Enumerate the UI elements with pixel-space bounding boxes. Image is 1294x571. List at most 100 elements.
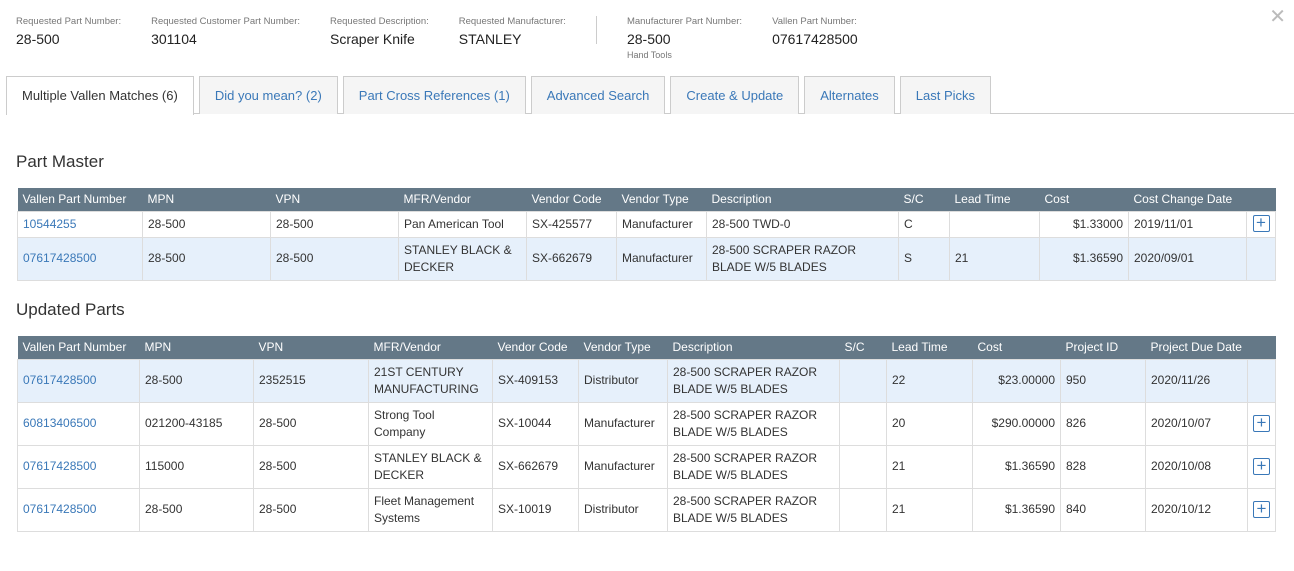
column-header-actions xyxy=(1247,336,1276,359)
field-value: 07617428500 xyxy=(772,31,858,47)
table-cell: 28-500 xyxy=(142,210,271,238)
field-label: Vallen Part Number: xyxy=(772,16,857,27)
table-cell: 28-500 xyxy=(270,236,399,281)
column-header[interactable]: Project ID xyxy=(1060,336,1146,359)
summary-field: Manufacturer Part Number: 28-500 Hand Tool… xyxy=(627,16,742,60)
updated-parts-table: Vallen Part Number MPN VPN MFR/Vendor Vendor… xyxy=(17,336,1276,532)
table-row: 60813406500 021200-43185 28-500 Strong Tool… xyxy=(17,401,1276,446)
column-header[interactable]: Vendor Code xyxy=(492,336,579,359)
part-number-link[interactable]: 10544255 xyxy=(23,216,77,231)
table-cell: 021200-43185 xyxy=(139,401,254,446)
table-cell: Distributor xyxy=(578,358,668,403)
column-header[interactable]: Vallen Part Number xyxy=(17,336,140,359)
table-cell: 2019/11/01 xyxy=(1128,210,1247,238)
table-cell: 28-500 SCRAPER RAZOR BLADE W/5 BLADES xyxy=(667,358,840,403)
column-header[interactable]: VPN xyxy=(253,336,369,359)
table-cell: 840 xyxy=(1060,487,1146,532)
add-icon[interactable]: + xyxy=(1253,414,1270,432)
table-cell: 826 xyxy=(1060,401,1146,446)
part-master-table: Vallen Part Number MPN VPN MFR/Vendor Vendor… xyxy=(17,188,1276,281)
tab[interactable]: Alternates xyxy=(804,76,895,114)
table-cell: Distributor xyxy=(578,487,668,532)
table-cell: 2020/10/07 xyxy=(1145,401,1248,446)
table-cell: SX-10019 xyxy=(492,487,579,532)
add-icon[interactable]: + xyxy=(1253,500,1270,518)
tab[interactable]: Did you mean? (2) xyxy=(198,76,338,114)
table-cell: 28-500 xyxy=(253,401,369,446)
table-cell: $1.36590 xyxy=(972,487,1061,532)
column-header[interactable]: Description xyxy=(706,188,899,211)
table-cell: 28-500 xyxy=(139,358,254,403)
column-header[interactable]: VPN xyxy=(270,188,399,211)
table-cell: 22 xyxy=(886,358,973,403)
column-header[interactable]: Description xyxy=(667,336,840,359)
column-header[interactable]: Project Due Date xyxy=(1145,336,1248,359)
summary-field: Requested Customer Part Number: 301104 xyxy=(151,16,300,60)
table-row: 07617428500 115000 28-500 STANLEY BLACK & D… xyxy=(17,444,1276,489)
action-cell: + xyxy=(1247,444,1276,489)
part-number-link[interactable]: 60813406500 xyxy=(23,416,97,430)
field-label: Requested Description: xyxy=(330,16,429,27)
column-header[interactable]: Lead Time xyxy=(886,336,973,359)
tab[interactable]: Multiple Vallen Matches (6) xyxy=(6,76,194,115)
column-header[interactable]: Vendor Type xyxy=(578,336,668,359)
action-cell: + xyxy=(1247,401,1276,446)
table-cell: 2020/11/26 xyxy=(1145,358,1248,403)
column-header[interactable]: MPN xyxy=(142,188,271,211)
column-header[interactable]: Cost Change Date xyxy=(1128,188,1247,211)
table-cell: 2020/10/08 xyxy=(1145,444,1248,489)
column-header[interactable]: Lead Time xyxy=(949,188,1040,211)
part-number-link[interactable]: 07617428500 xyxy=(23,502,97,516)
summary-field: Requested Description: Scraper Knife xyxy=(330,16,429,60)
table-cell: 2020/09/01 xyxy=(1128,236,1247,281)
column-header[interactable]: Vendor Type xyxy=(616,188,707,211)
request-summary: Requested Part Number: 28-500 Requested Cu… xyxy=(16,16,888,60)
tab[interactable]: Create & Update xyxy=(670,76,800,114)
tab[interactable]: Last Picks xyxy=(899,76,992,114)
table-cell: SX-425577 xyxy=(526,210,617,238)
add-icon[interactable]: + xyxy=(1252,214,1270,232)
close-icon[interactable]: ✕ xyxy=(1269,6,1286,28)
table-row: 07617428500 28-500 2352515 21ST CENTURY MAN… xyxy=(17,358,1276,403)
summary-field: Requested Part Number: 28-500 xyxy=(16,16,121,60)
column-header[interactable]: MFR/Vendor xyxy=(368,336,493,359)
table-cell: Pan American Tool xyxy=(398,210,527,238)
table-cell: 28-500 xyxy=(139,487,254,532)
column-header[interactable]: MFR/Vendor xyxy=(398,188,527,211)
table-cell: Manufacturer xyxy=(616,210,707,238)
column-header[interactable]: Cost xyxy=(972,336,1061,359)
table-cell: $23.00000 xyxy=(972,358,1061,403)
header-row: Vallen Part Number MPN VPN MFR/Vendor Vendor… xyxy=(17,336,1276,359)
column-header[interactable]: MPN xyxy=(139,336,254,359)
table-cell: 21 xyxy=(949,236,1040,281)
table-cell xyxy=(949,210,1040,238)
field-value: 28-500 xyxy=(626,31,671,47)
column-header[interactable]: Vendor Code xyxy=(526,188,617,211)
table-cell xyxy=(839,487,887,532)
table-cell: 28-500 xyxy=(253,444,369,489)
empty-action-cell xyxy=(1247,358,1276,403)
column-header[interactable]: Vallen Part Number xyxy=(17,188,143,211)
action-cell: + xyxy=(1247,487,1276,532)
field-value: Scraper Knife xyxy=(330,31,415,47)
tab[interactable]: Advanced Search xyxy=(530,76,666,114)
table-cell: Strong Tool Company xyxy=(368,401,493,446)
field-label: Manufacturer Part Number: xyxy=(626,16,743,27)
column-header[interactable]: Cost xyxy=(1039,188,1129,211)
table-cell: 28-500 SCRAPER RAZOR BLADE W/5 BLADES xyxy=(667,401,840,446)
table-cell: 28-500 TWD-0 xyxy=(706,210,899,238)
table-cell: 828 xyxy=(1060,444,1146,489)
part-number-link[interactable]: 07617428500 xyxy=(23,459,97,473)
column-header[interactable]: S/C xyxy=(898,188,950,211)
field-value: STANLEY xyxy=(458,31,522,47)
tab[interactable]: Part Cross References (1) xyxy=(342,76,526,114)
part-number-link[interactable]: 07617428500 xyxy=(23,373,97,387)
part-number-link[interactable]: 07617428500 xyxy=(23,251,97,265)
table-cell: 28-500 xyxy=(253,487,369,532)
table-cell xyxy=(839,401,887,446)
table-cell: 21 xyxy=(886,444,973,489)
empty-action-cell xyxy=(1246,236,1276,281)
table-cell: 2020/10/12 xyxy=(1145,487,1248,532)
add-icon[interactable]: + xyxy=(1253,457,1270,475)
column-header[interactable]: S/C xyxy=(839,336,887,359)
